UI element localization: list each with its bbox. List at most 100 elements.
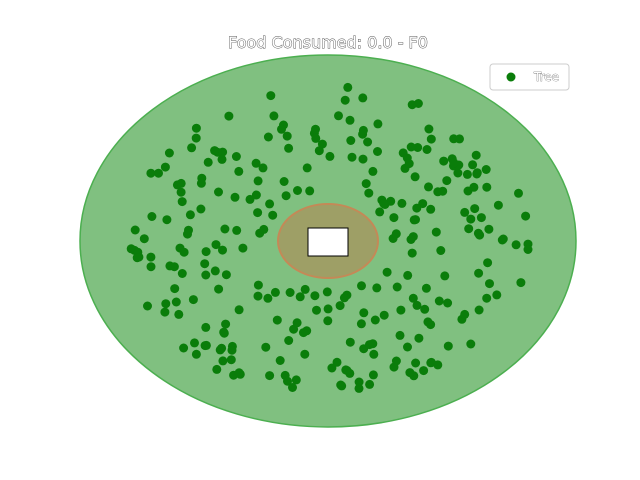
tree-marker (275, 356, 285, 365)
tree-marker (406, 235, 416, 244)
legend-box (489, 63, 570, 91)
tree-marker (335, 301, 345, 311)
tree-marker (201, 322, 211, 332)
tree-marker (440, 271, 450, 281)
tree-marker (147, 212, 157, 221)
tree-marker (311, 133, 321, 143)
tree-marker (265, 371, 275, 381)
tree-marker (433, 187, 443, 197)
tree-marker (245, 194, 255, 204)
tree-marker (482, 182, 492, 192)
tree-marker (187, 143, 197, 153)
tree-marker (414, 333, 424, 343)
tree-marker (288, 383, 297, 392)
tree-marker (453, 168, 463, 178)
tree-marker (347, 152, 357, 162)
tree-marker (369, 349, 379, 359)
tree-marker (483, 258, 493, 268)
tree-marker (160, 162, 170, 172)
tree-marker (382, 267, 392, 277)
tree-marker (334, 111, 343, 121)
tree-marker (217, 154, 227, 164)
agent-box (307, 227, 349, 257)
tree-marker (323, 316, 333, 326)
tree-marker (391, 356, 401, 366)
tree-marker (368, 370, 378, 380)
tree-marker (165, 261, 175, 271)
legend-tree-marker (506, 72, 516, 82)
tree-marker (312, 305, 321, 315)
tree-marker (219, 327, 229, 337)
tree-marker (160, 307, 170, 317)
tree-marker (442, 176, 452, 186)
tree-marker (368, 339, 378, 349)
tree-marker (396, 305, 406, 315)
tree-marker (226, 355, 236, 365)
tree-marker (420, 304, 430, 314)
tree-marker (372, 283, 382, 293)
tree-marker (272, 315, 282, 325)
tree-marker (493, 200, 503, 210)
legend-tree-label: Tree (533, 70, 559, 84)
tree-marker (439, 156, 449, 166)
tree-marker (177, 269, 187, 278)
tree-marker (217, 343, 227, 353)
tree-marker (210, 266, 220, 276)
tree-marker (523, 245, 533, 254)
tree-marker (464, 224, 474, 234)
tree-marker (514, 188, 523, 198)
tree-marker (263, 132, 273, 142)
tree-marker (188, 295, 198, 305)
tree-marker (354, 377, 364, 387)
tree-marker (161, 299, 171, 309)
tree-marker (201, 247, 211, 257)
tree-marker (354, 383, 364, 393)
tree-marker (146, 168, 156, 178)
tree-marker (253, 208, 263, 218)
tree-marker (485, 279, 494, 289)
tree-marker (395, 330, 405, 340)
tree-marker (218, 245, 227, 255)
tree-marker (191, 133, 201, 143)
tree-marker (300, 349, 310, 359)
tree-marker (405, 368, 415, 378)
tree-marker (154, 168, 163, 178)
tree-marker (386, 196, 396, 206)
tree-marker (407, 248, 417, 258)
tree-marker (492, 290, 502, 300)
tree-marker (253, 291, 263, 301)
tree-marker (402, 153, 412, 163)
tree-marker (265, 199, 275, 209)
tree-marker (521, 211, 531, 221)
tree-marker (410, 172, 420, 182)
tree-marker (302, 163, 312, 173)
tree-marker (389, 213, 399, 223)
tree-marker (218, 356, 228, 366)
tree-marker (261, 342, 271, 352)
tree-marker (474, 268, 484, 278)
tree-marker (282, 131, 292, 141)
tree-marker (468, 160, 478, 170)
tree-marker (482, 293, 492, 303)
tree-marker (421, 283, 431, 293)
tree-marker (391, 229, 401, 239)
tree-marker (263, 293, 273, 303)
tree-marker (220, 224, 230, 234)
tree-marker (224, 111, 234, 121)
tree-marker (283, 376, 292, 386)
tree-marker (484, 224, 494, 234)
tree-marker (196, 178, 206, 188)
tree-marker (177, 197, 187, 207)
tree-marker (443, 298, 453, 308)
tree-marker (317, 139, 327, 149)
tree-marker (419, 366, 429, 376)
tree-marker (232, 225, 242, 235)
tree-marker (511, 240, 521, 250)
tree-marker (462, 169, 472, 179)
tree-marker (285, 288, 295, 297)
tree-marker (259, 224, 269, 234)
tree-marker (466, 339, 476, 349)
tree-marker (358, 93, 368, 103)
tree-marker (346, 136, 356, 145)
